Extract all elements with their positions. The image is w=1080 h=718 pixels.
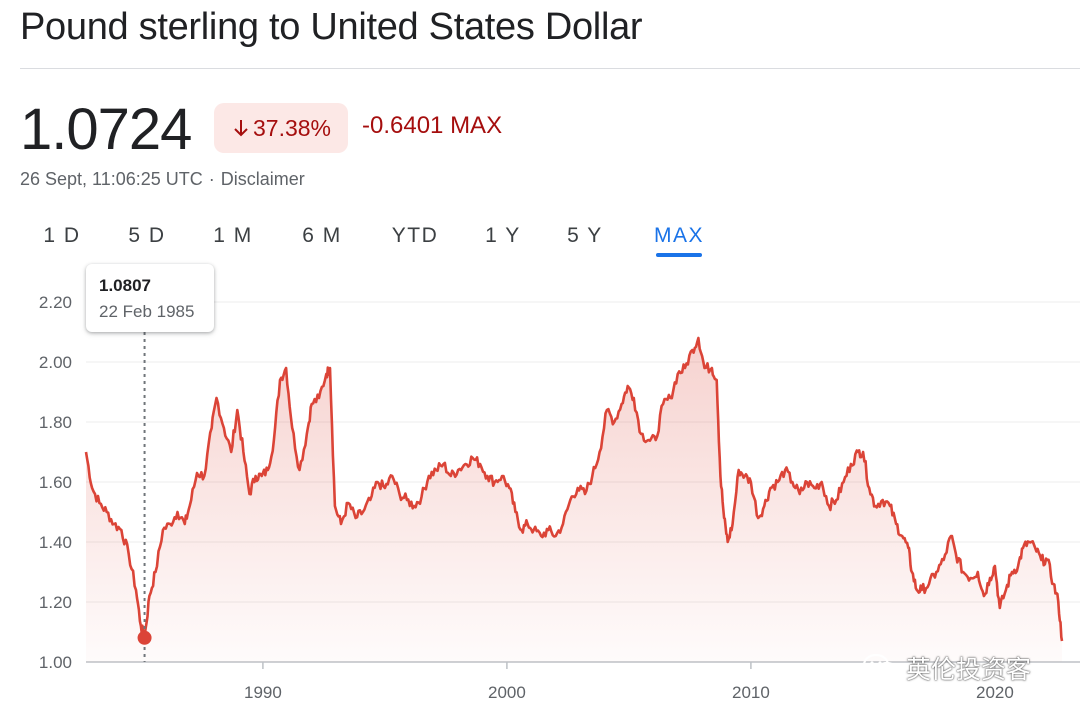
tab-1m[interactable]: 1 M [213, 224, 253, 247]
exchange-rate-chart[interactable]: 1.00 1.20 1.40 1.60 1.80 2.00 2.20 1990 2000 201… [0, 260, 1080, 718]
change-absolute: -0.6401 MAX [362, 112, 503, 139]
x-tick-label: 2020 [976, 683, 1014, 702]
tab-1y[interactable]: 1 Y [485, 224, 521, 247]
y-tick-label: 2.20 [39, 293, 72, 312]
tooltip-value: 1.0807 [99, 276, 151, 295]
y-tick-label: 1.40 [39, 533, 72, 552]
x-tick-label: 2000 [488, 683, 526, 702]
x-tick-label: 2010 [732, 683, 770, 702]
separator-dot: · [208, 169, 215, 189]
tab-1d[interactable]: 1 D [43, 224, 81, 247]
y-tick-label: 1.60 [39, 473, 72, 492]
y-tick-label: 1.20 [39, 593, 72, 612]
watermark: 英伦投资客 [862, 650, 1031, 686]
active-tab-indicator [656, 253, 702, 257]
tab-5d[interactable]: 5 D [128, 224, 166, 247]
header-divider [20, 68, 1080, 69]
x-tick-label: 1990 [244, 683, 282, 702]
y-tick-label: 2.00 [39, 353, 72, 372]
y-tick-label: 1.80 [39, 413, 72, 432]
arrow-down-icon [234, 120, 248, 137]
tab-ytd[interactable]: YTD [391, 224, 439, 247]
hover-tooltip: 1.0807 22 Feb 1985 [86, 264, 214, 332]
range-tabs: 1 D 5 D 1 M 6 M YTD 1 Y 5 Y MAX [0, 220, 760, 260]
tab-max[interactable]: MAX [653, 224, 705, 247]
change-percent: 37.38% [252, 114, 331, 141]
change-percent-badge: 37.38% [214, 103, 348, 153]
disclaimer-link[interactable]: Disclaimer [220, 169, 305, 189]
y-tick-label: 1.00 [39, 653, 72, 672]
series-line [84, 336, 1064, 642]
tab-6m[interactable]: 6 M [302, 224, 342, 247]
series-area-fill [86, 338, 1062, 662]
tooltip-date: 22 Feb 1985 [99, 302, 195, 321]
timestamp-line: 26 Sept, 11:06:25 UTC · Disclaimer [20, 169, 305, 190]
tab-5y[interactable]: 5 Y [567, 224, 603, 247]
current-rate: 1.0724 [20, 97, 192, 162]
y-axis-labels: 1.00 1.20 1.40 1.60 1.80 2.00 2.20 [39, 293, 72, 672]
x-axis-labels: 1990 2000 2010 2020 [244, 683, 1014, 702]
watermark-text: 英伦投资客 [906, 655, 1032, 684]
wechat-icon [862, 653, 899, 681]
hover-point [137, 630, 152, 645]
page-title: Pound sterling to United States Dollar [20, 6, 643, 48]
timestamp: 26 Sept, 11:06:25 UTC [20, 169, 203, 189]
